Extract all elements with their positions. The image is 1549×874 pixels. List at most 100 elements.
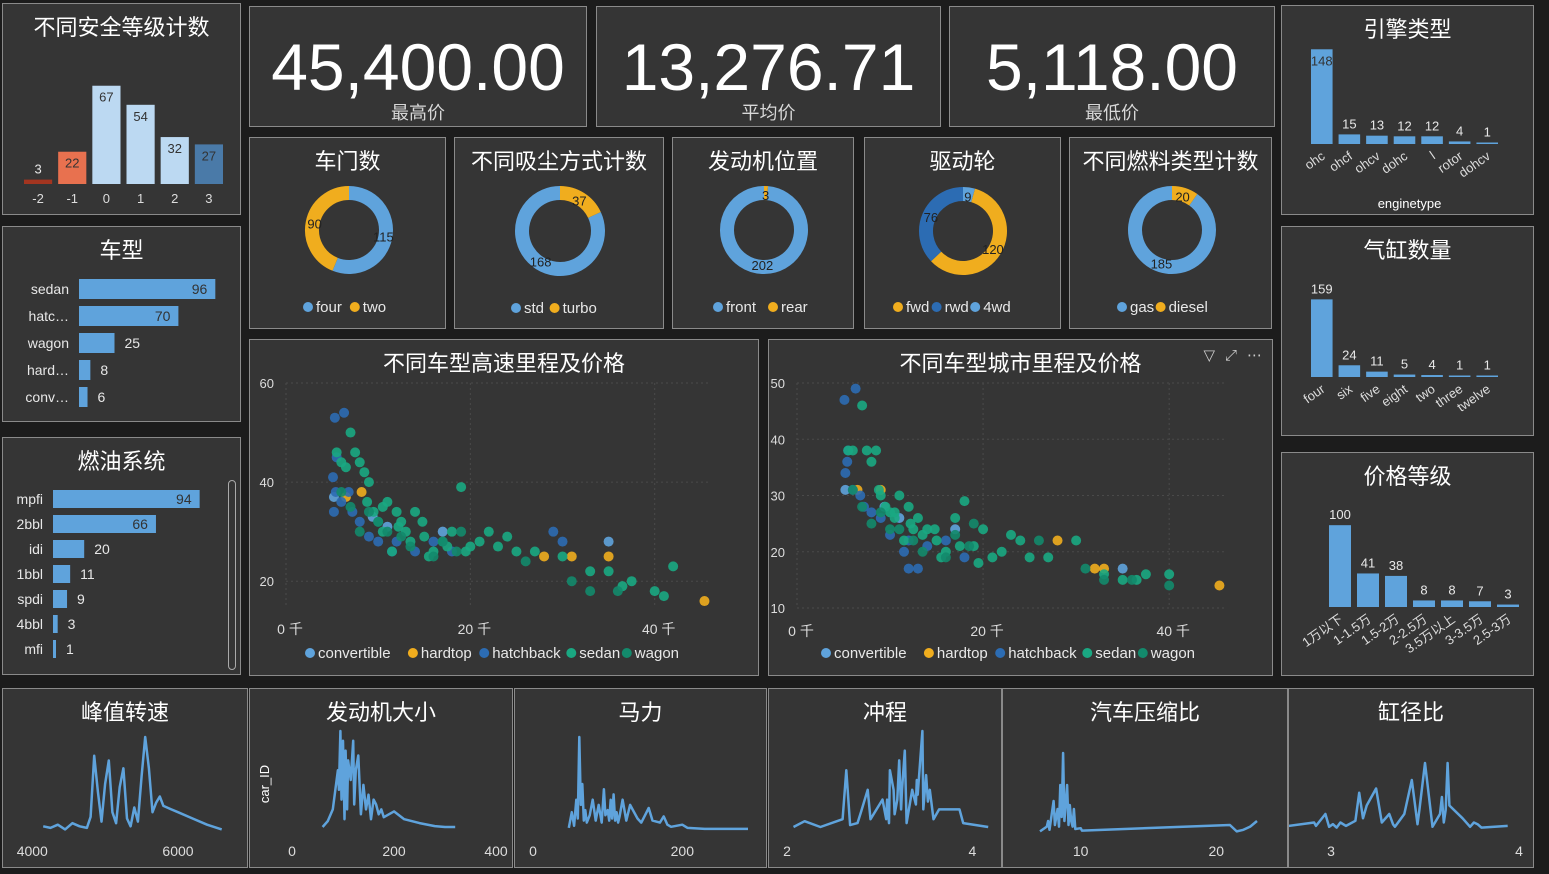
chart-title: 不同车型城市里程及价格 [899, 352, 1142, 377]
scatter-point [908, 535, 919, 546]
tick-label: 10 [771, 601, 785, 616]
legend-marker [1155, 302, 1166, 312]
scatter-point [857, 501, 868, 512]
chart-title: 气缸数量 [1363, 239, 1452, 264]
tick-label: 4000 [17, 843, 48, 859]
data-label: 3 [762, 188, 769, 203]
bar [1366, 135, 1388, 144]
scatter-point [603, 551, 614, 562]
data-label: 41 [1361, 555, 1375, 570]
series-line [567, 735, 748, 831]
legend-label: sedan [1095, 645, 1136, 662]
tick-label: sedan [31, 281, 69, 297]
scatter-point [840, 484, 851, 495]
legend-label: 4wd [983, 299, 1011, 316]
scatter-point [356, 487, 367, 498]
scatter-point [410, 506, 421, 517]
legend-marker [821, 648, 831, 658]
bar [1329, 525, 1351, 607]
tick-label: 1 [137, 191, 144, 206]
scatter-point [363, 531, 374, 542]
scatter-point [894, 524, 905, 535]
chart-title: 驱动轮 [929, 150, 996, 175]
tick-label: 40 千 [1156, 623, 1189, 639]
scatter-point [847, 484, 858, 495]
bar [1448, 141, 1471, 144]
scatter-point [328, 472, 339, 483]
expand-icon[interactable]: ⤢ [1224, 347, 1237, 364]
chart-title: 峰值转速 [80, 701, 169, 726]
scatter-point [396, 531, 407, 542]
scatter-point [917, 529, 928, 540]
bar [79, 306, 179, 326]
scatter-point [345, 427, 356, 438]
data-label: 185 [1151, 256, 1173, 271]
scatter-point [511, 546, 522, 557]
data-label: 168 [530, 254, 552, 269]
scatter-point [871, 445, 882, 456]
data-label: 5 [1401, 357, 1408, 372]
legend-marker [511, 303, 521, 313]
legend-marker [549, 303, 560, 313]
scatter-point [603, 536, 614, 547]
scatter-point [1071, 535, 1082, 546]
scatter-point [894, 490, 905, 501]
tick-label: mfi [24, 641, 43, 657]
scatter-point [842, 456, 853, 467]
scatter-point [1089, 563, 1100, 574]
scatter-point [373, 516, 384, 527]
scatter-point [903, 501, 914, 512]
chart-title: 汽车压缩比 [1089, 701, 1200, 726]
scatter-point [460, 546, 471, 557]
panel-fuel-system: 燃油系统 mpfi 94 2bbl 66 idi 20 1bbl 11 spdi 9 4bbl 3 mf… [2, 437, 241, 675]
scatter-point [373, 536, 384, 547]
more-icon[interactable]: ⋯ [1247, 347, 1262, 364]
tick-label: 0 [529, 843, 537, 859]
data-label: 3 [1504, 587, 1511, 602]
scatter-point [855, 490, 866, 501]
chart-title: 发动机位置 [707, 150, 818, 175]
panel-aspiration: 不同吸尘方式计数 168 37 std turbo [454, 137, 664, 329]
data-label: 90 [307, 216, 321, 231]
data-label: 67 [99, 90, 113, 105]
bar [92, 85, 121, 184]
scatter-point [940, 552, 951, 563]
scatter-point [917, 546, 928, 557]
bar [53, 590, 68, 608]
data-label: 70 [155, 308, 171, 324]
scatter-point [539, 551, 550, 562]
panel-drive-wheel: 驱动轮 120 76 9 fwd rwd 4wd [864, 137, 1061, 329]
legend-label: front [726, 299, 757, 316]
tick-label: 50 [771, 376, 785, 391]
scatter-point [987, 552, 998, 563]
panel-body-type: 车型 sedan 96 hatc… 70 wagon 25 hard… 8 conv… 6 [2, 226, 241, 422]
pie-slice [515, 186, 605, 276]
chart-title: 燃油系统 [77, 450, 166, 475]
scatter-point [428, 551, 439, 562]
data-label: 76 [924, 210, 938, 225]
scatter-point [905, 518, 916, 529]
data-label: 54 [133, 109, 147, 124]
series-line [1289, 761, 1508, 829]
tick-label: 0 千 [277, 621, 303, 637]
legend-marker [768, 302, 778, 312]
bar [160, 137, 189, 184]
panel-horsepower: 马力 0 200 [514, 688, 767, 868]
scrollbar[interactable] [228, 480, 236, 670]
scatter-point [912, 513, 923, 523]
legend-marker [349, 302, 360, 312]
scatter-point [699, 596, 710, 607]
data-label: 37 [572, 194, 586, 209]
data-label: 12 [1425, 118, 1439, 133]
scatter-point [377, 501, 388, 512]
scatter-point [331, 447, 342, 458]
series-line [42, 735, 223, 831]
data-label: 25 [125, 335, 141, 351]
tick-label: l [1427, 148, 1438, 162]
scatter-point [585, 586, 596, 597]
data-label: 20 [94, 541, 110, 557]
panel-safety-rating: 不同安全等级计数 3 -2 22 -1 67 0 54 1 32 2 27 3 [2, 3, 241, 215]
filter-icon[interactable]: ▽ [1203, 347, 1215, 364]
scatter-point [393, 521, 404, 532]
scatter-point [529, 546, 540, 557]
